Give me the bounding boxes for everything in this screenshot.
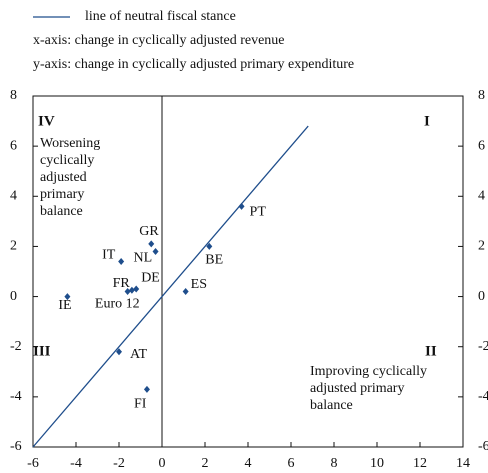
quadrant-label: III: [33, 343, 51, 359]
y-tick-label: 6: [478, 138, 485, 153]
annotation: adjusted primary: [310, 381, 404, 396]
quadrant-label: IV: [38, 113, 55, 129]
y-tick-label: -4: [10, 389, 22, 404]
legend-text: x-axis: change in cyclically adjusted re…: [33, 33, 285, 48]
point-label: FR: [113, 276, 131, 291]
point: [64, 293, 71, 301]
point: [148, 240, 155, 248]
x-tick-label: 10: [370, 456, 384, 471]
x-tick-label: 8: [331, 456, 338, 471]
y-tick-label: 8: [10, 88, 17, 103]
x-tick-label: -4: [70, 456, 82, 471]
legend-label: line of neutral fiscal stance: [85, 9, 236, 24]
y-tick-label: 0: [10, 289, 17, 304]
x-tick-label: 14: [456, 456, 470, 471]
point: [133, 285, 140, 293]
point-label: BE: [205, 253, 223, 268]
neutral-line: [32, 125, 309, 448]
point: [116, 348, 122, 356]
x-tick-label: 4: [245, 456, 252, 471]
point-label: GR: [139, 224, 159, 239]
point: [152, 247, 159, 255]
y-tick-label: -6: [478, 439, 488, 454]
point: [238, 202, 245, 210]
annotation: cyclically: [40, 153, 94, 168]
legend-text: y-axis: change in cyclically adjusted pr…: [33, 57, 354, 72]
point: [128, 286, 135, 294]
annotation: primary: [40, 187, 84, 202]
quadrant-label: II: [425, 343, 437, 359]
point: [124, 288, 131, 296]
point-label: PT: [250, 205, 267, 220]
y-tick-label: 2: [10, 239, 17, 254]
y-tick-label: -4: [478, 389, 488, 404]
point: [182, 288, 189, 296]
annotation: adjusted: [40, 170, 87, 185]
point: [206, 242, 213, 250]
x-tick-label: -6: [27, 456, 39, 471]
y-tick-label: 2: [478, 239, 485, 254]
annotation: Worsening: [40, 136, 100, 151]
point-label: DE: [141, 270, 160, 285]
annotation: balance: [310, 398, 353, 413]
annotation: balance: [40, 204, 83, 219]
y-tick-label: -2: [10, 339, 22, 354]
point-label: FI: [134, 397, 147, 412]
point: [143, 385, 150, 393]
y-tick-label: 4: [478, 189, 485, 204]
y-tick-label: -2: [478, 339, 488, 354]
point-label: IT: [102, 248, 116, 263]
point: [118, 257, 125, 265]
y-tick-label: 8: [478, 88, 485, 103]
x-tick-label: 0: [159, 456, 166, 471]
y-tick-label: -6: [10, 439, 22, 454]
y-tick-label: 4: [10, 189, 17, 204]
point-label: IE: [58, 298, 71, 313]
y-tick-label: 6: [10, 138, 17, 153]
x-tick-label: 6: [288, 456, 295, 471]
annotation: Improving cyclically: [310, 364, 427, 379]
point-label: Euro 12: [95, 297, 140, 312]
point-label: ES: [191, 277, 207, 292]
y-tick-label: 0: [478, 289, 485, 304]
x-tick-label: -2: [113, 456, 125, 471]
quadrant-label: I: [424, 113, 430, 129]
point-label: AT: [130, 347, 148, 362]
point-label: NL: [134, 251, 153, 266]
x-tick-label: 2: [202, 456, 209, 471]
x-tick-label: 12: [413, 456, 427, 471]
